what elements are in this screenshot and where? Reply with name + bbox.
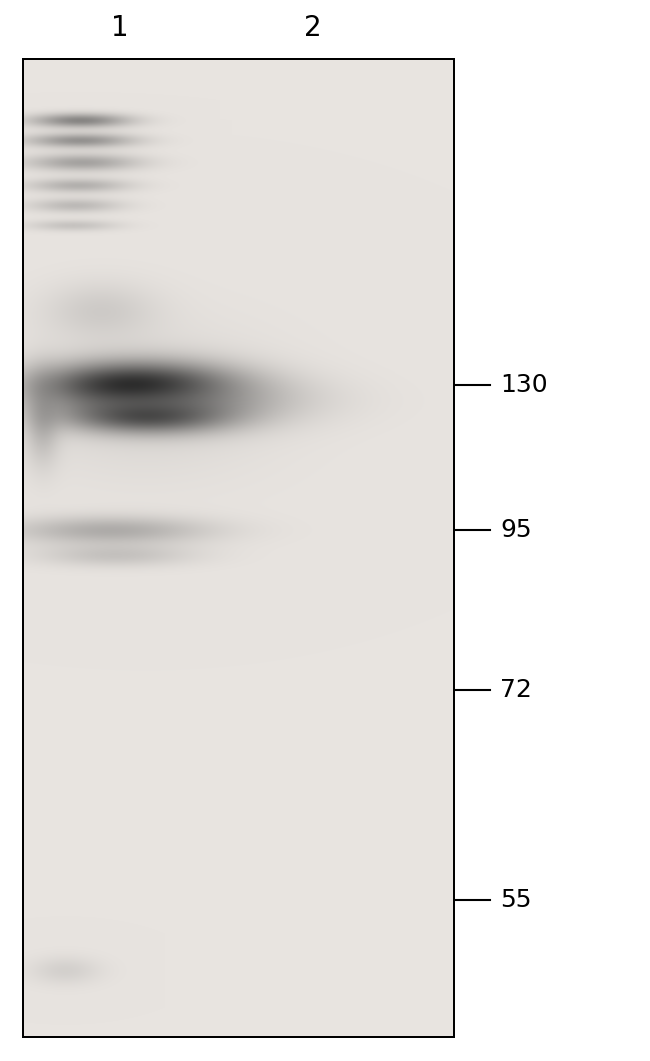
Text: 55: 55 [500, 888, 532, 912]
Text: 72: 72 [500, 678, 532, 702]
Text: 95: 95 [500, 518, 532, 542]
Text: 1: 1 [111, 14, 129, 42]
Text: 130: 130 [500, 373, 547, 397]
Text: 2: 2 [304, 14, 322, 42]
